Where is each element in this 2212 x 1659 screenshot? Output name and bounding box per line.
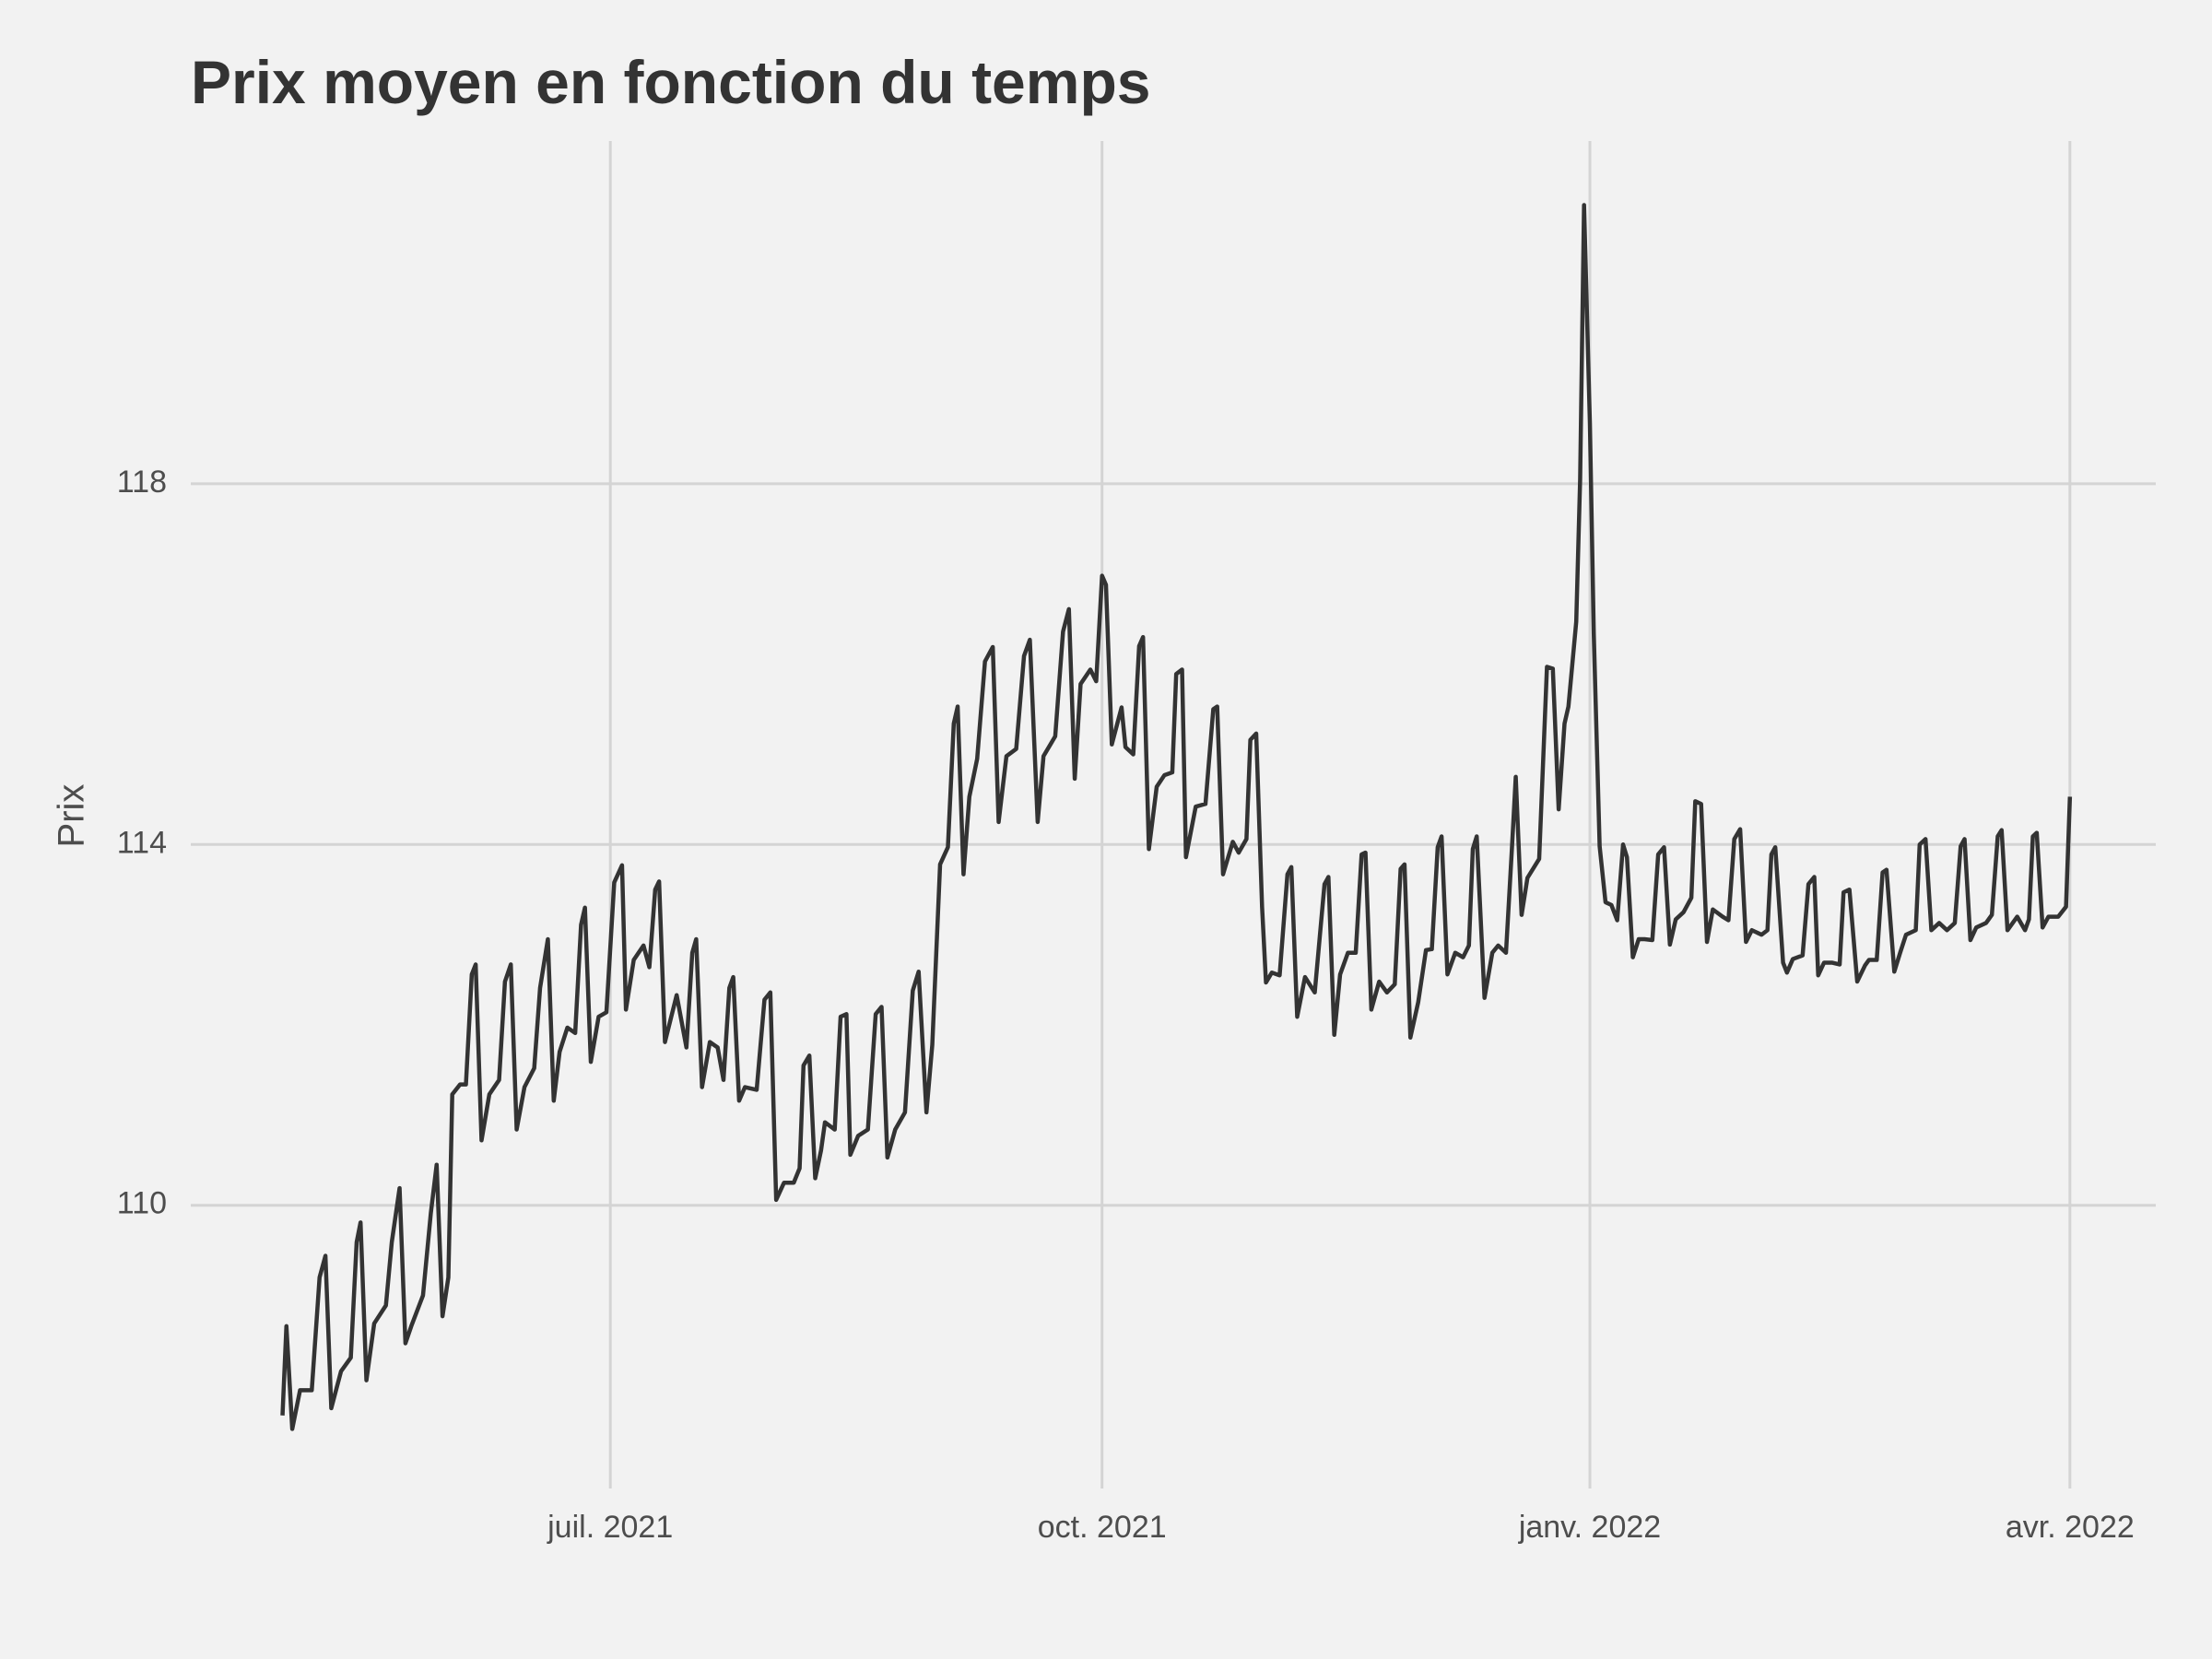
x-tick-label: juil. 2021: [547, 1510, 673, 1545]
data-line: [280, 203, 2073, 1431]
y-tick-label: 118: [117, 465, 167, 500]
x-tick-label: avr. 2022: [2006, 1510, 2135, 1545]
y-tick-label: 114: [117, 825, 167, 860]
y-tick-label: 110: [117, 1186, 167, 1221]
x-tick-label: janv. 2022: [1518, 1510, 1661, 1545]
y-axis-label: Prix: [52, 784, 92, 848]
x-tick-label: oct. 2021: [1038, 1510, 1167, 1545]
chart-title: Prix moyen en fonction du temps: [191, 48, 1150, 116]
